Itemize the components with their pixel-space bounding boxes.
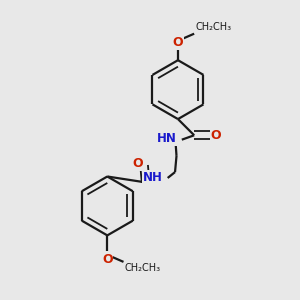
- Text: O: O: [173, 36, 183, 49]
- Text: NH: NH: [143, 171, 163, 184]
- Text: O: O: [210, 129, 221, 142]
- Text: CH₂CH₃: CH₂CH₃: [124, 263, 160, 273]
- Text: O: O: [132, 157, 143, 170]
- Text: O: O: [102, 253, 112, 266]
- Text: CH₂CH₃: CH₂CH₃: [195, 22, 231, 32]
- Text: HN: HN: [157, 132, 177, 145]
